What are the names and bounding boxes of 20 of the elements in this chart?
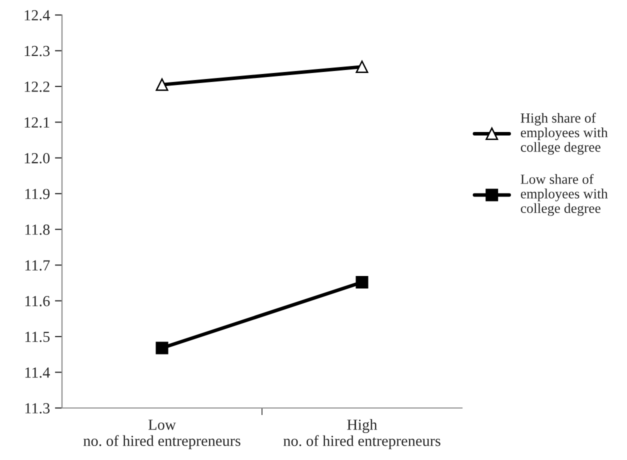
y-tick-label: 12.2: [24, 82, 50, 92]
point: [156, 78, 168, 91]
y-tick-label: 11.3: [25, 403, 50, 414]
point: [156, 342, 168, 354]
x-tick-label: Low no. of hired entrepreneurs: [83, 420, 240, 450]
point: [356, 60, 368, 74]
y-tick-label: 11.8: [25, 224, 50, 235]
y-tick-label: 12.3: [24, 46, 50, 56]
legend-label: Low share of employees with college degree: [520, 174, 608, 216]
x-tick-label: High no. of hired entrepreneurs: [283, 419, 440, 450]
y-tick-label: 11.6: [25, 296, 50, 306]
y-tick-label: 11.9: [25, 188, 50, 200]
y-tick-label: 11.4: [25, 367, 50, 378]
y-tick-label: 12.1: [24, 117, 50, 128]
point: [356, 276, 368, 288]
y-tick-label: 12.4: [24, 10, 50, 21]
y-tick-label: 11.5: [25, 332, 50, 342]
legend-label: High share of employees with college degree: [520, 112, 608, 155]
y-tick-label: 12.0: [24, 153, 50, 164]
y-tick-label: 11.7: [25, 260, 50, 271]
